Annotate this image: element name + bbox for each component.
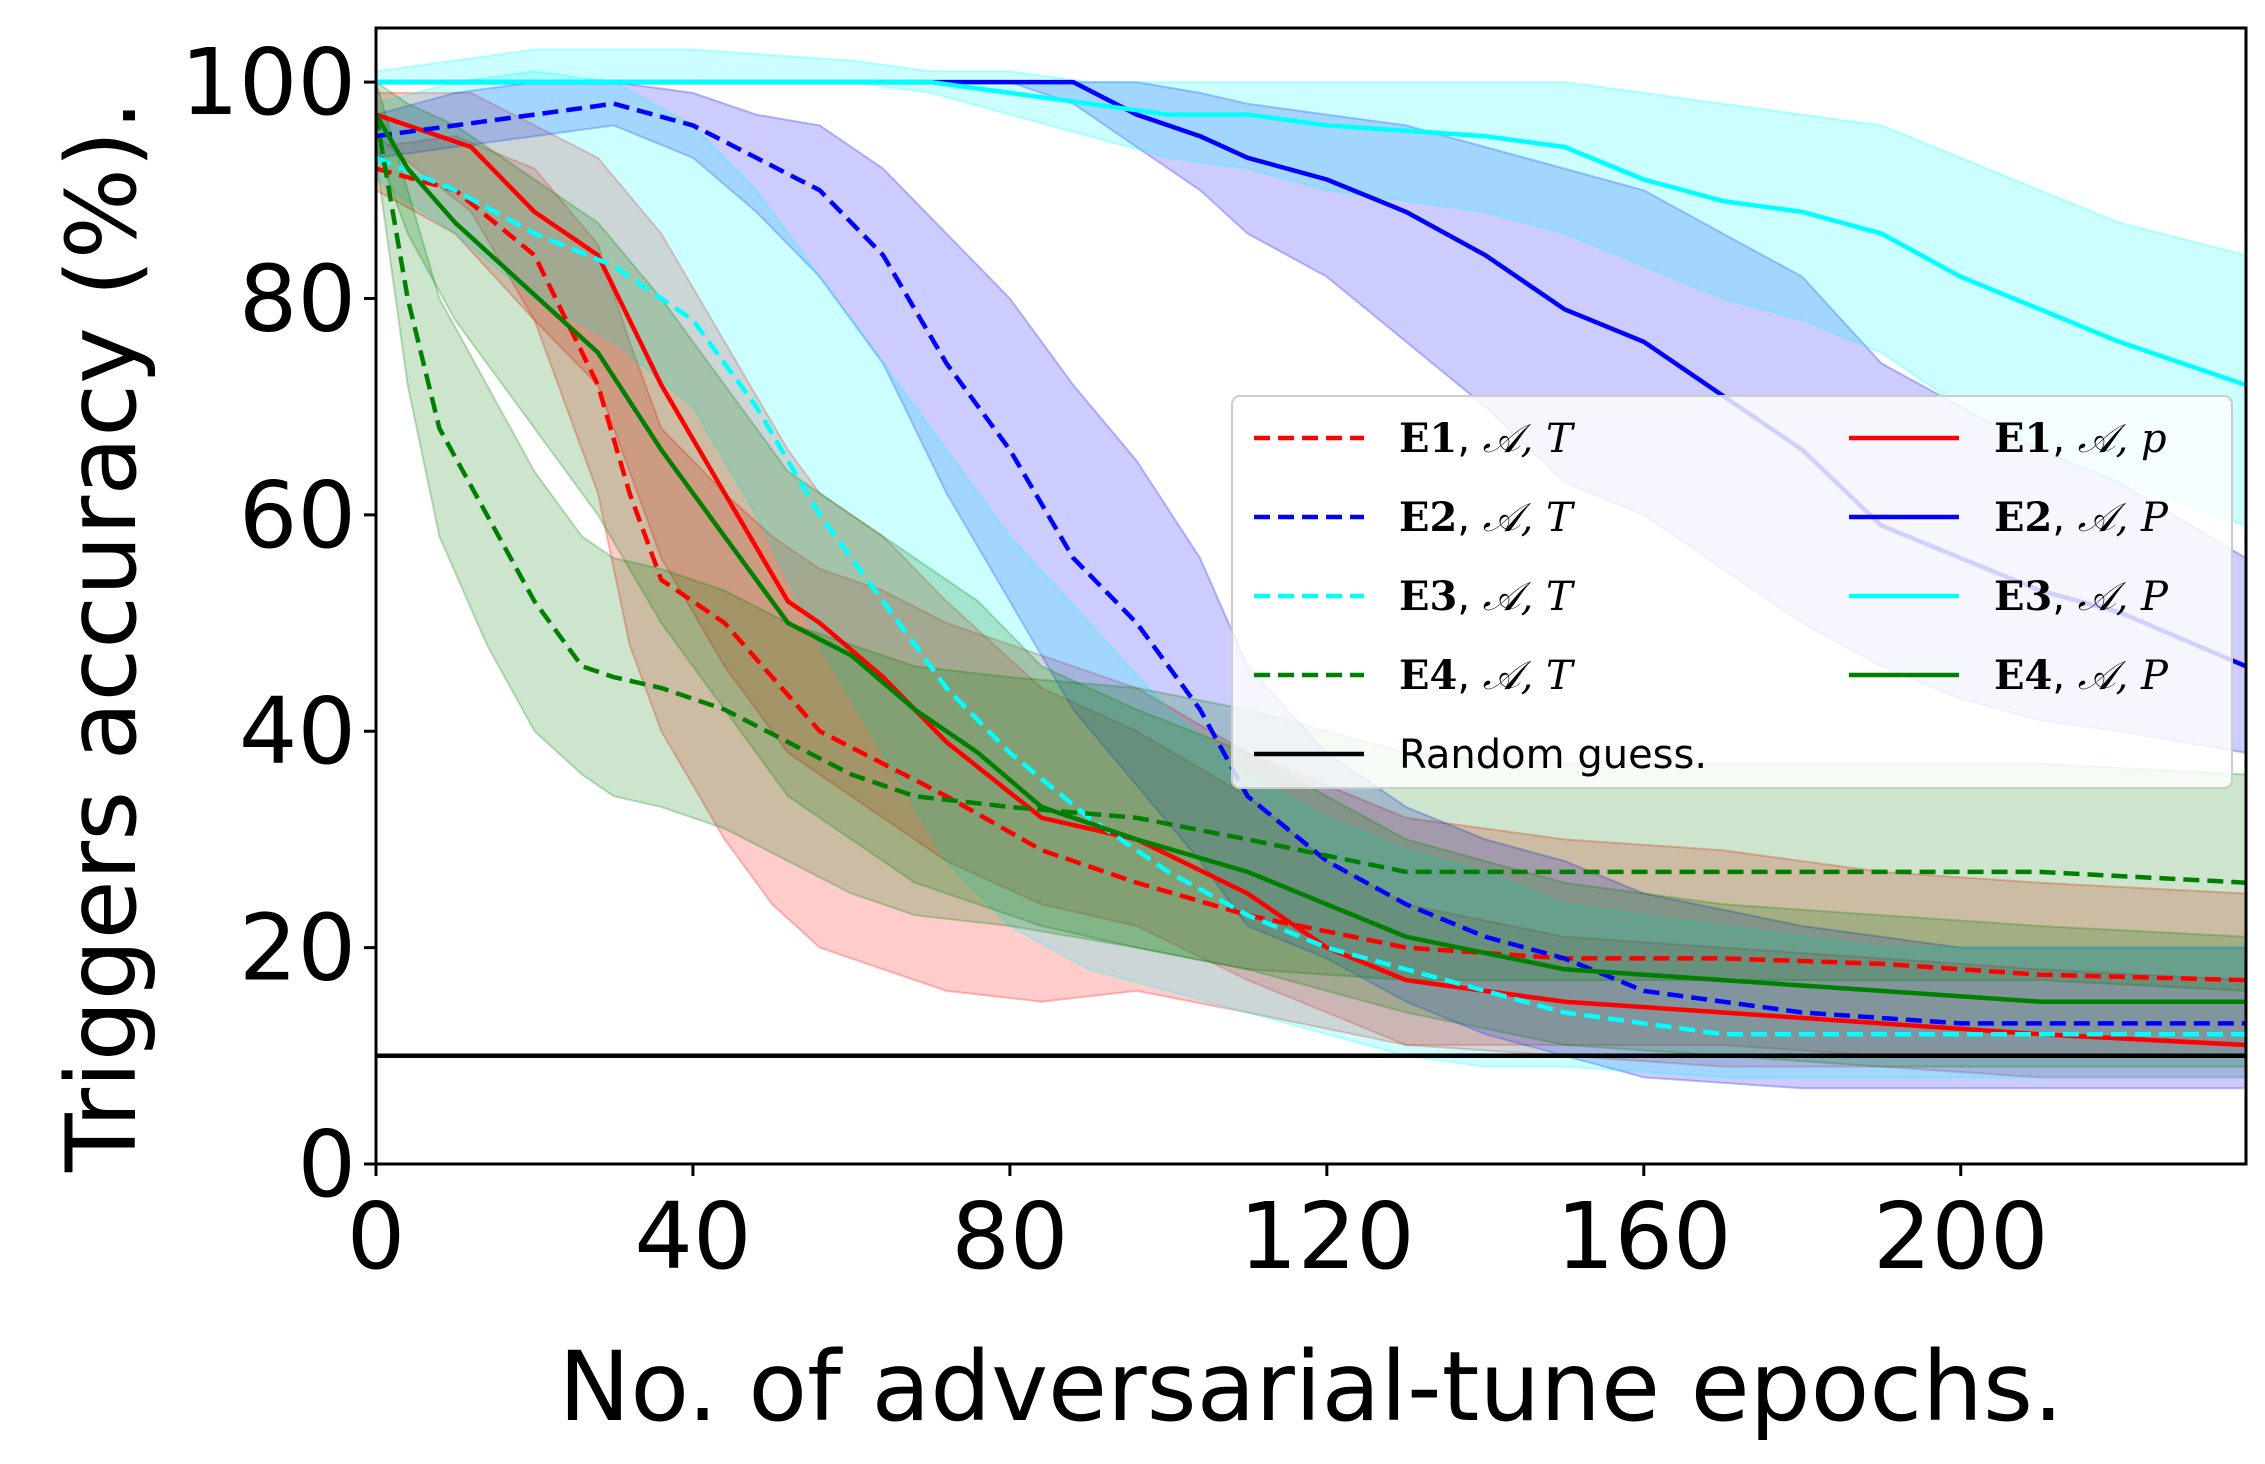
- x-tick-label: 120: [1239, 1183, 1415, 1290]
- x-tick-label: 160: [1556, 1183, 1732, 1290]
- legend-label-E3T: E3, 𝒜, T: [1399, 573, 1576, 620]
- x-axis-label: No. of adversarial-tune epochs.: [559, 1331, 2064, 1443]
- y-axis-ticks: 0 20 40 60 80 100: [180, 29, 376, 1218]
- band-E3P: [376, 48, 2246, 527]
- band-E2T: [376, 81, 2246, 1090]
- series-line-E4T: [376, 114, 2246, 885]
- y-axis-label: Triggers accuracy (%).: [46, 100, 158, 1173]
- legend: E1, 𝒜, T E1, 𝒜, p E2, 𝒜, T E2, 𝒜, P E3, 𝒜, T…: [1231, 395, 2233, 789]
- y-tick-label: 20: [239, 895, 356, 1002]
- legend-label-RG: Random guess.: [1399, 732, 1707, 778]
- x-tick-label: 40: [634, 1183, 751, 1290]
- series-line-E1P: [376, 112, 2246, 1048]
- legend-label-E1P: E1, 𝒜, p: [1994, 415, 2167, 462]
- series-line-E2T: [376, 101, 2246, 1026]
- legend-label-E1T: E1, 𝒜, T: [1399, 415, 1576, 462]
- y-tick-label: 60: [239, 462, 356, 569]
- y-tick-label: 40: [239, 678, 356, 785]
- series-lines: [376, 79, 2246, 1048]
- legend-label-E4T: E4, 𝒜, T: [1399, 652, 1576, 699]
- y-tick-label: 0: [297, 1111, 356, 1218]
- x-tick-label: 80: [951, 1183, 1068, 1290]
- y-tick-label: 80: [239, 245, 356, 352]
- band-E1T: [376, 135, 2246, 1057]
- legend-label-E3P: E3, 𝒜, P: [1994, 573, 2169, 620]
- legend-label-E4P: E4, 𝒜, P: [1994, 652, 2169, 699]
- band-E4P: [376, 80, 2246, 1068]
- band-E1P: [376, 91, 2246, 1079]
- x-axis-ticks: 0 40 80 120 160 200: [347, 1164, 2049, 1290]
- legend-label-E2T: E2, 𝒜, T: [1399, 494, 1576, 541]
- legend-label-E2P: E2, 𝒜, P: [1994, 494, 2169, 541]
- series-line-E1T: [376, 166, 2246, 983]
- series-line-E3T: [376, 155, 2246, 1037]
- series-line-E3P: [376, 79, 2246, 388]
- y-tick-label: 100: [180, 29, 356, 136]
- band-E3T: [376, 70, 2246, 1079]
- x-tick-label: 0: [347, 1183, 406, 1290]
- x-tick-label: 200: [1873, 1183, 2049, 1290]
- legend-box: [1231, 395, 2233, 789]
- series-line-E4P: [376, 113, 2246, 1004]
- plot-frame: [374, 26, 2248, 1166]
